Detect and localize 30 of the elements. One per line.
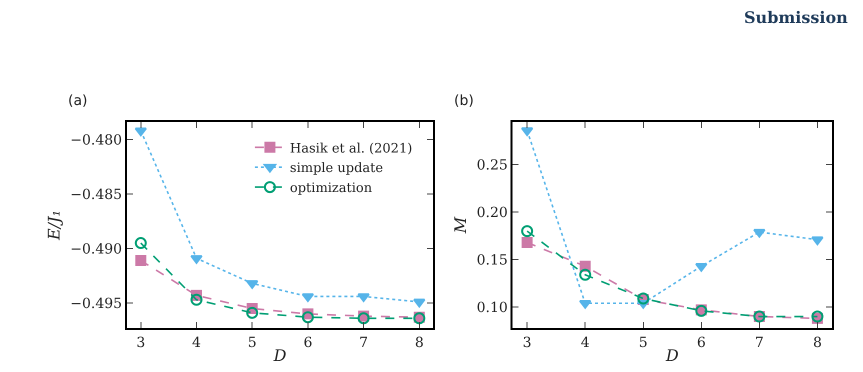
chart-title: (b) xyxy=(454,93,474,109)
x-tick-label: 8 xyxy=(812,334,822,351)
x-tick-label: 4 xyxy=(580,334,590,351)
x-tick-label: 8 xyxy=(414,334,424,351)
x-tick-label: 5 xyxy=(638,334,648,351)
legend-label: optimization xyxy=(290,181,373,196)
x-tick-label: 4 xyxy=(192,334,202,351)
y-tick-label: −0.495 xyxy=(70,296,122,312)
x-tick-label: 7 xyxy=(754,334,764,351)
x-tick-label: 3 xyxy=(522,334,532,351)
x-axis-title: D xyxy=(272,346,287,366)
y-tick-label: −0.490 xyxy=(70,241,122,258)
text: Submission xyxy=(744,8,848,27)
x-tick-label: 3 xyxy=(136,334,146,351)
chart-title: (a) xyxy=(68,93,88,109)
x-tick-label: 6 xyxy=(696,334,706,351)
y-tick-label: 0.10 xyxy=(476,300,508,316)
legend-label: Hasik et al. (2021) xyxy=(290,141,412,156)
y-tick-label: 0.25 xyxy=(476,158,508,174)
x-tick-label: 6 xyxy=(303,334,312,351)
y-tick-label: −0.485 xyxy=(70,186,122,203)
x-tick-label: 5 xyxy=(248,334,257,351)
y-tick-label: 0.15 xyxy=(476,252,508,268)
y-axis-title: E/J₁ xyxy=(44,210,64,242)
legend-label: simple update xyxy=(290,161,384,176)
y-tick-label: −0.480 xyxy=(70,132,122,148)
y-axis-title: M xyxy=(451,216,470,234)
y-tick-label: 0.20 xyxy=(476,205,508,222)
x-axis-title: D xyxy=(664,346,679,366)
x-tick-label: 7 xyxy=(359,334,368,351)
